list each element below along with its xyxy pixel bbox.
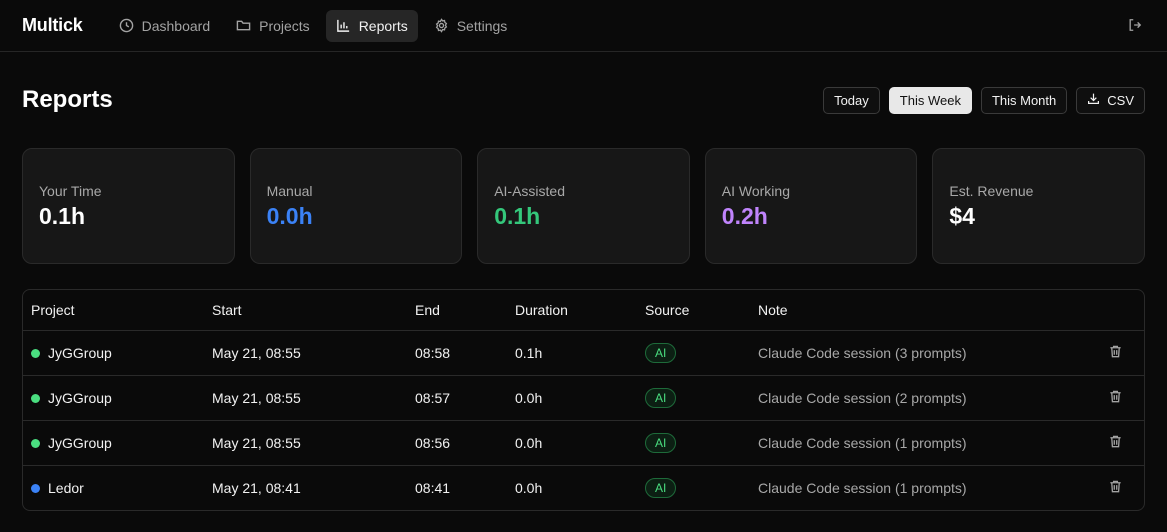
brand-logo[interactable]: Multick [22,15,83,35]
nav-item-projects[interactable]: Projects [226,10,320,42]
range-this-month-button[interactable]: This Month [980,86,1068,114]
main-nav: Dashboard Projects Reports Settings [109,9,518,42]
delete-entry-button[interactable] [1106,434,1124,452]
stat-label: Manual [266,183,313,199]
folder-icon [236,18,251,33]
source-cell: AI [645,478,677,498]
nav-item-label: Dashboard [141,17,211,34]
duration-cell: 0.1h [515,345,543,361]
project-color-dot [31,438,40,448]
source-badge: AI [645,478,677,498]
source-badge: AI [645,433,677,453]
start-cell: May 21, 08:55 [212,390,301,406]
logout-icon [1128,18,1142,35]
stat-label: Est. Revenue [949,183,1034,199]
project-color-dot [31,483,40,493]
source-cell: AI [645,388,677,408]
stat-card-manual: Manual 0.0h [249,148,463,264]
source-badge: AI [645,343,677,363]
top-navigation-bar: Multick Dashboard Projects Reports Setti… [0,0,1167,52]
duration-cell: 0.0h [515,390,543,406]
trash-icon [1108,389,1123,407]
end-cell: 08:41 [415,480,451,496]
stat-card-est-revenue: Est. Revenue $4 [932,148,1145,264]
project-cell: JyGGroup [31,345,112,361]
download-icon [1087,92,1100,108]
end-cell: 08:56 [415,435,451,451]
table-row: JyGGroup May 21, 08:55 08:57 0.0h AI Cla… [23,375,1144,420]
project-color-dot [31,393,40,403]
page-header: Reports Today This Week This Month CSV [22,52,1145,148]
nav-item-label: Projects [259,17,310,34]
column-header-project: Project [31,302,75,318]
nav-item-label: Settings [456,17,508,34]
stat-value: 0.2h [721,203,768,229]
table-row: Ledor May 21, 08:41 08:41 0.0h AI Claude… [23,465,1144,510]
nav-item-label: Reports [358,17,408,34]
project-color-dot [31,348,40,358]
start-cell: May 21, 08:55 [212,435,301,451]
stat-value: 0.1h [39,203,86,229]
nav-item-settings[interactable]: Settings [424,10,518,42]
stat-label: AI Working [721,183,790,199]
note-cell: Claude Code session (1 prompts) [758,435,967,451]
stats-summary: Your Time 0.1h Manual 0.0h AI-Assisted 0… [22,148,1145,264]
stat-label: Your Time [39,183,102,199]
trash-icon [1108,434,1123,452]
delete-entry-button[interactable] [1106,479,1124,497]
stat-value: 0.0h [266,203,313,229]
column-header-start: Start [212,302,242,318]
end-cell: 08:58 [415,345,451,361]
bar-chart-icon [336,18,351,33]
trash-icon [1108,479,1123,497]
export-csv-label: CSV [1107,92,1134,108]
column-header-duration: Duration [515,302,568,318]
stat-label: AI-Assisted [494,183,565,199]
table-header-row: Project Start End Duration Source Note [23,290,1144,330]
column-header-source: Source [645,302,690,318]
column-header-end: End [415,302,440,318]
note-cell: Claude Code session (3 prompts) [758,345,967,361]
nav-item-dashboard[interactable]: Dashboard [109,10,221,42]
delete-entry-button[interactable] [1106,389,1124,407]
trash-icon [1108,344,1123,362]
nav-item-reports[interactable]: Reports [325,9,418,42]
table-row: JyGGroup May 21, 08:55 08:58 0.1h AI Cla… [23,330,1144,375]
column-header-note: Note [758,302,788,318]
stat-card-your-time: Your Time 0.1h [22,148,235,264]
gear-icon [434,18,449,33]
time-entries-table: Project Start End Duration Source Note J… [22,289,1145,511]
project-name: JyGGroup [48,435,112,451]
reports-page: Reports Today This Week This Month CSV Y… [0,52,1167,511]
source-cell: AI [645,433,677,453]
stat-value: $4 [949,203,975,229]
start-cell: May 21, 08:41 [212,480,301,496]
page-title: Reports [22,86,113,113]
project-name: Ledor [48,480,84,496]
project-cell: JyGGroup [31,390,112,406]
table-row: JyGGroup May 21, 08:55 08:56 0.0h AI Cla… [23,420,1144,465]
project-cell: JyGGroup [31,435,112,451]
export-csv-button[interactable]: CSV [1076,86,1145,114]
range-today-button[interactable]: Today [823,86,880,114]
clock-icon [119,18,134,33]
duration-cell: 0.0h [515,435,543,451]
end-cell: 08:57 [415,390,451,406]
note-cell: Claude Code session (1 prompts) [758,480,967,496]
delete-entry-button[interactable] [1106,344,1124,362]
project-cell: Ledor [31,480,84,496]
source-badge: AI [645,388,677,408]
project-name: JyGGroup [48,390,112,406]
project-name: JyGGroup [48,345,112,361]
range-this-week-button[interactable]: This Week [888,86,972,114]
stat-card-ai-working: AI Working 0.2h [704,148,918,264]
logout-button[interactable] [1125,16,1145,36]
date-range-selector: Today This Week This Month CSV [823,86,1145,114]
note-cell: Claude Code session (2 prompts) [758,390,967,406]
start-cell: May 21, 08:55 [212,345,301,361]
stat-card-ai-assisted: AI-Assisted 0.1h [477,148,690,264]
source-cell: AI [645,343,677,363]
duration-cell: 0.0h [515,480,543,496]
stat-value: 0.1h [494,203,541,229]
